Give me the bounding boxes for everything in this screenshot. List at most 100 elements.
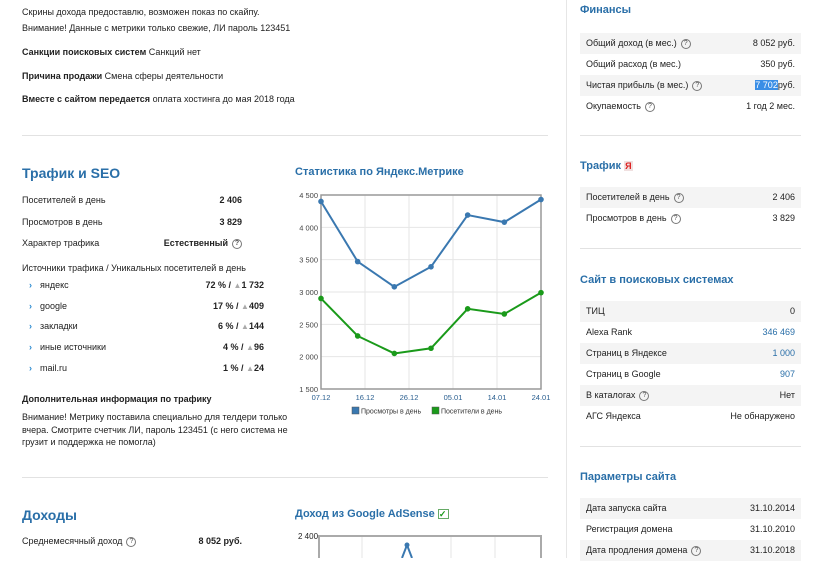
- title: Доход из Google AdSense: [295, 508, 435, 520]
- label: Характер трафика: [22, 238, 100, 248]
- chevron-right-icon: ›: [29, 280, 32, 290]
- value[interactable]: 907: [779, 369, 795, 379]
- selected-value: 7 702: [755, 80, 778, 90]
- value: 1 год 2 мес.: [746, 101, 795, 111]
- value: 31.10.2010: [749, 524, 795, 534]
- help-icon[interactable]: ?: [692, 80, 703, 91]
- label: Дата продления домена: [586, 545, 688, 555]
- x-tick-label: 24.01: [532, 393, 551, 402]
- y-tick-label: 1 500: [299, 385, 318, 394]
- y-tick-label: 3 000: [299, 288, 318, 297]
- data-point: [428, 345, 434, 352]
- value: 0: [789, 306, 795, 316]
- divider: [22, 135, 548, 136]
- value: 2 406: [772, 192, 795, 202]
- help-icon[interactable]: ?: [680, 38, 691, 49]
- user-icon: ▲: [233, 281, 242, 290]
- label: Дата запуска сайта: [586, 503, 667, 513]
- intro-line: Скрины дохода предоставлю, возможен пока…: [22, 7, 260, 17]
- help-icon[interactable]: ?: [644, 101, 655, 112]
- source-pct: 6 % /: [218, 321, 239, 332]
- x-tick-label: 07.12: [312, 393, 331, 402]
- search-row: Страниц в Яндексе 1 000: [580, 343, 801, 364]
- value: 350 руб.: [760, 59, 795, 69]
- help-icon[interactable]: ?: [670, 213, 681, 224]
- source-name: mail.ru: [40, 362, 68, 373]
- help-icon[interactable]: ?: [232, 238, 242, 249]
- value[interactable]: 1 000: [772, 348, 795, 358]
- source-item[interactable]: › закладки 6 % / ▲144: [22, 316, 264, 336]
- source-item[interactable]: › яндекс 72 % / ▲1 732: [22, 275, 264, 295]
- label: Регистрация домена: [586, 524, 673, 534]
- help-icon[interactable]: ?: [639, 390, 650, 401]
- yandex-icon: Я: [624, 161, 633, 171]
- source-pct: 4 % /: [223, 342, 244, 353]
- label: Страниц в Яндексе: [586, 348, 667, 358]
- sources-title: Источники трафика / Уникальных посетител…: [22, 263, 246, 273]
- value: 8 052 руб.: [752, 38, 795, 48]
- search-row: Страниц в Google 907: [580, 364, 801, 385]
- views-row: Просмотров в день 3 829: [22, 212, 242, 232]
- finance-row: Общий доход (в мес.)? 8 052 руб.: [580, 33, 801, 54]
- value: Естественный: [163, 238, 228, 248]
- traffic-title: Трафик и SEO: [22, 165, 121, 181]
- label: Посетителей в день: [586, 192, 670, 202]
- label: Среднемесячный доход: [22, 536, 123, 546]
- legend-label: Просмотры в день: [361, 409, 421, 416]
- adsense-chart: [318, 535, 542, 558]
- label: Общий доход (в мес.): [586, 38, 677, 48]
- divider: [580, 135, 801, 136]
- label: Окупаемость: [586, 101, 641, 111]
- source-item[interactable]: › иные источники 4 % / ▲96: [22, 337, 264, 357]
- currency: руб.: [777, 80, 795, 90]
- help-icon[interactable]: ?: [673, 192, 684, 203]
- plot-frame: [318, 535, 542, 558]
- help-icon[interactable]: ?: [126, 536, 137, 547]
- finance-table: Общий доход (в мес.)? 8 052 руб. Общий ра…: [580, 33, 801, 117]
- data-point: [464, 306, 471, 312]
- series-line: [320, 198, 542, 288]
- extra-title: Дополнительная информация по трафику: [22, 394, 212, 404]
- label: Вместе с сайтом передается: [22, 94, 151, 104]
- finance-row: Окупаемость? 1 год 2 мес.: [580, 96, 801, 117]
- source-item[interactable]: › mail.ru 1 % / ▲24: [22, 358, 264, 378]
- sanctions: Санкции поисковых систем Санкций нет: [22, 47, 201, 57]
- divider: [22, 477, 548, 478]
- source-name: закладки: [40, 321, 78, 332]
- chevron-right-icon: ›: [29, 342, 32, 353]
- value: 31.10.2014: [749, 503, 795, 513]
- value: 31.10.2018: [749, 545, 795, 555]
- reason: Причина продажи Смена сферы деятельности: [22, 71, 223, 81]
- y-tick-label: 2 000: [299, 353, 318, 362]
- user-icon: ▲: [241, 322, 249, 332]
- x-tick-label: 05.01: [444, 393, 463, 402]
- divider: [580, 248, 801, 249]
- params-row: Дата запуска сайта 31.10.2014: [580, 498, 801, 519]
- value[interactable]: 346 469: [762, 327, 795, 337]
- value: 8 052 руб.: [198, 536, 242, 546]
- search-row: Alexa Rank 346 469: [580, 322, 801, 343]
- metrika-chart: 1 500 2 000 2 500 3 000 3 500 4 000 4 500 07.12…: [299, 191, 551, 416]
- data-point: [354, 258, 361, 265]
- y-tick-label: 3 500: [299, 256, 318, 265]
- y-tick-label: 4 000: [299, 223, 318, 232]
- data-point: [464, 212, 471, 218]
- visitors-row: Посетителей в день 2 406: [22, 190, 242, 210]
- help-icon[interactable]: ?: [691, 545, 702, 556]
- label: Alexa Rank: [586, 327, 633, 337]
- traffic-type-row: Характер трафика Естественный?: [22, 233, 242, 253]
- search-row: В каталогах? Нет: [580, 385, 801, 406]
- chevron-right-icon: ›: [29, 321, 32, 332]
- check-icon: ✓: [437, 509, 449, 519]
- data-point: [428, 263, 434, 270]
- value: 3 829: [219, 217, 242, 227]
- traffic-side-title: Трафик Я: [580, 160, 801, 172]
- finance-row: Чистая прибыль (в мес.)? 7 702руб.: [580, 75, 801, 96]
- params-row: Регистрация домена 31.10.2010: [580, 519, 801, 540]
- x-tick-label: 26.12: [400, 393, 419, 402]
- income-row: Среднемесячный доход? 8 052 руб.: [22, 536, 242, 547]
- x-tick-label: 16.12: [356, 393, 375, 402]
- source-item[interactable]: › google 17 % / ▲409: [22, 296, 264, 316]
- source-name: google: [40, 300, 68, 311]
- data-point: [391, 284, 398, 290]
